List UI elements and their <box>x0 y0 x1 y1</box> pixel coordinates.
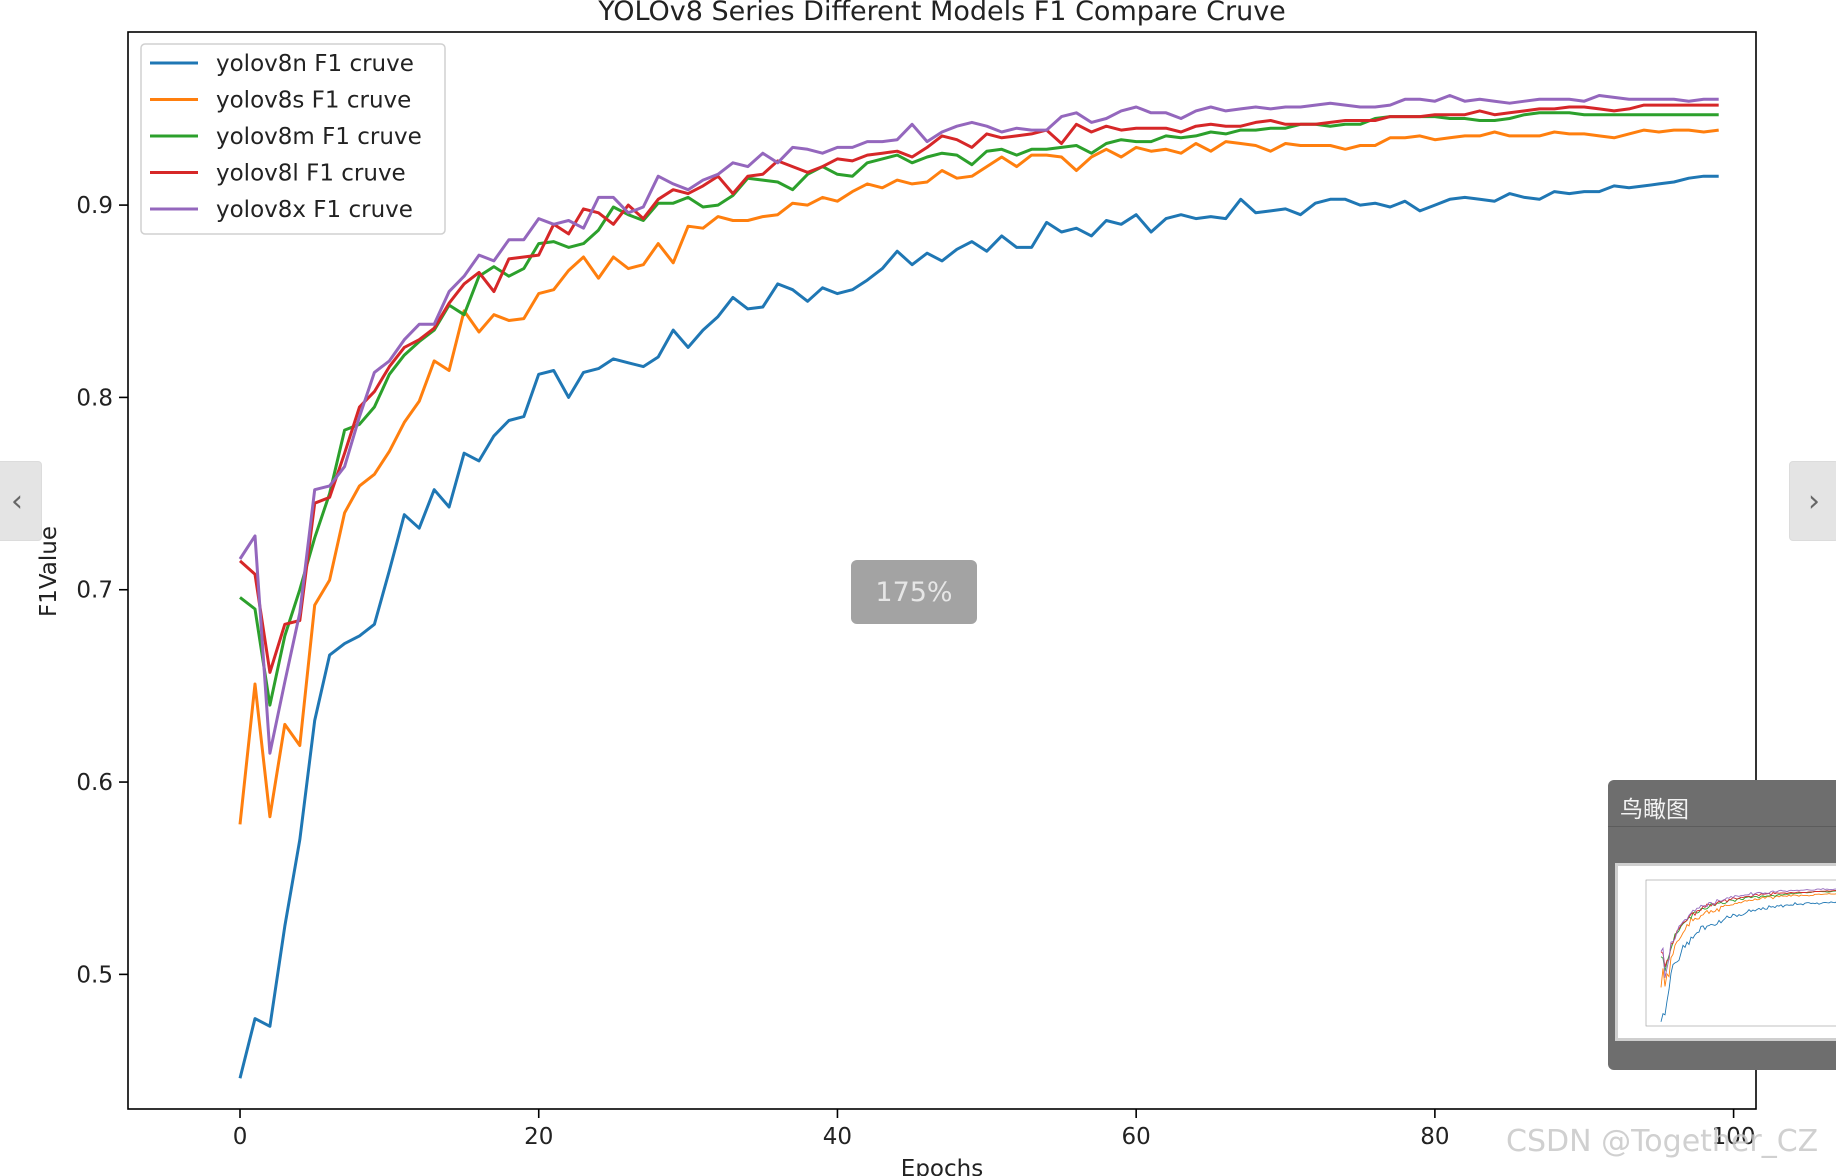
y-tick-label: 0.7 <box>76 578 113 604</box>
legend-entry: yolov8m F1 cruve <box>216 124 422 150</box>
chevron-right-icon: › <box>1808 483 1820 519</box>
y-tick-label: 0.8 <box>76 385 113 411</box>
series-line-yolov8l <box>239 103 1719 674</box>
overview-title: 鸟瞰图 <box>1620 797 1689 823</box>
series-lines <box>238 94 1719 1079</box>
x-axis-label: Epochs <box>901 1156 983 1176</box>
x-tick-label: 80 <box>1420 1124 1449 1150</box>
series-line-yolov8s <box>238 128 1719 825</box>
legend: yolov8n F1 cruve yolov8s F1 cruve yolov8m … <box>140 43 446 235</box>
y-tick-label: 0.9 <box>76 193 113 219</box>
next-image-button[interactable]: › <box>1789 461 1836 541</box>
y-tick-label: 0.5 <box>76 962 113 988</box>
thumb-series-line <box>1660 901 1836 1022</box>
overview-divider <box>1608 826 1836 827</box>
legend-entry: yolov8x F1 cruve <box>216 197 413 223</box>
chart-title: YOLOv8 Series Different Models F1 Compar… <box>597 0 1286 27</box>
thumb-series-line <box>1660 889 1836 967</box>
y-tick-label: 0.6 <box>76 770 113 796</box>
previous-image-button[interactable]: ‹ <box>0 461 42 541</box>
overview-panel[interactable]: 鸟瞰图 <box>1608 780 1836 1070</box>
x-tick-label: 60 <box>1122 1124 1151 1150</box>
legend-entry: yolov8s F1 cruve <box>216 88 411 114</box>
legend-entry: yolov8l F1 cruve <box>216 161 406 187</box>
thumb-series-line <box>1660 890 1836 972</box>
thumb-frame <box>1645 879 1836 1027</box>
series-line-yolov8x <box>238 94 1719 755</box>
x-tick-label: 100 <box>1712 1124 1756 1150</box>
legend-entry: yolov8n F1 cruve <box>216 51 414 77</box>
series-line-yolov8m <box>239 111 1719 707</box>
zoom-level-indicator: 175% <box>851 560 977 624</box>
thumb-series-line <box>1660 888 1836 978</box>
overview-thumbnail[interactable] <box>1615 863 1836 1041</box>
chevron-left-icon: ‹ <box>11 483 23 519</box>
x-tick-label: 0 <box>233 1124 248 1150</box>
series-line-yolov8n <box>238 174 1719 1079</box>
thumb-series-line <box>1660 893 1836 988</box>
watermark: CSDN @Together_CZ <box>1506 1124 1819 1159</box>
x-tick-label: 40 <box>823 1124 852 1150</box>
legend-box <box>140 43 446 235</box>
plot-frame <box>127 31 1757 1110</box>
x-tick-label: 20 <box>524 1124 553 1150</box>
y-axis-label: F1Value <box>36 526 62 617</box>
